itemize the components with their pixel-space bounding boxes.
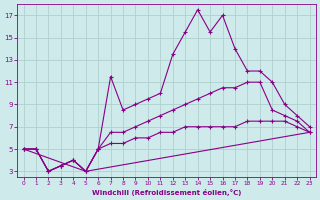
X-axis label: Windchill (Refroidissement éolien,°C): Windchill (Refroidissement éolien,°C)	[92, 189, 241, 196]
